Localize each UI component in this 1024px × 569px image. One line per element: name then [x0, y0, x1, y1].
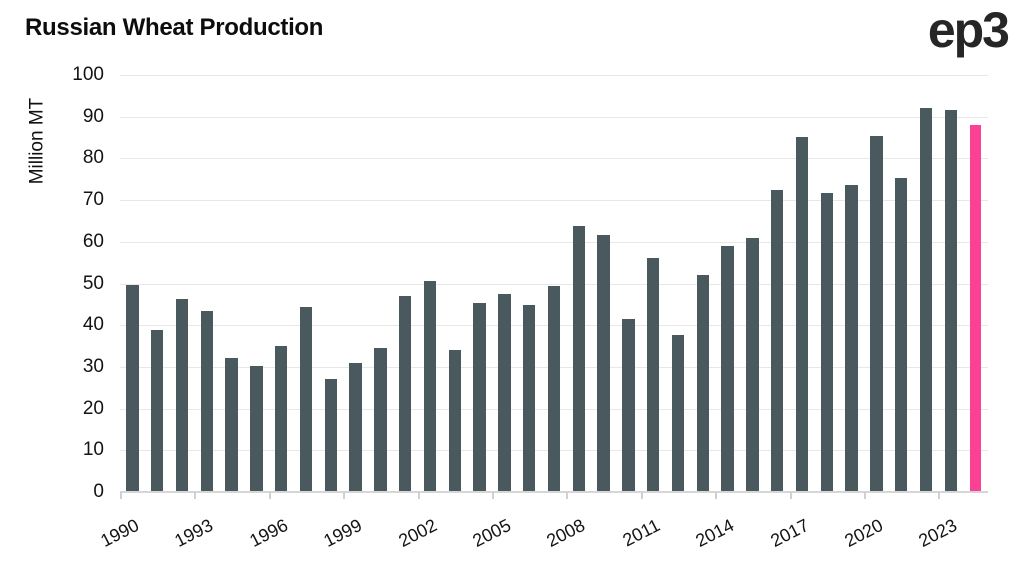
bar-2022: [919, 108, 933, 492]
bar-2020: [870, 135, 883, 492]
y-tick-label-60: 60: [82, 230, 104, 252]
bar-1996: [274, 346, 288, 492]
x-tick-1993: [194, 492, 197, 499]
gridline-70: [120, 200, 988, 202]
bar-1991: [150, 329, 164, 492]
x-tick-1999: [343, 492, 346, 499]
x-tick-label-2011: 2011: [619, 515, 663, 551]
x-tick-label-1999: 1999: [320, 515, 366, 552]
bar-2021: [894, 178, 908, 492]
x-tick-2017: [789, 492, 792, 499]
bar-2008: [572, 225, 586, 492]
bar-2018: [820, 193, 834, 492]
y-tick-label-0: 0: [93, 481, 104, 502]
x-axis-line: [120, 491, 988, 493]
x-tick-label-2005: 2005: [469, 515, 515, 552]
x-tick-2011: [640, 492, 643, 499]
bar-2006: [522, 304, 536, 492]
bar-1990: [126, 285, 139, 492]
x-tick-label-1990: 1990: [97, 515, 143, 552]
y-tick-label-80: 80: [82, 147, 104, 169]
bar-2016: [770, 189, 784, 492]
bar-1998: [324, 379, 338, 492]
y-axis-title: Million MT: [22, 75, 52, 207]
bar-1992: [175, 299, 189, 492]
x-tick-1996: [268, 492, 271, 499]
bar-2014: [721, 245, 734, 492]
x-tick-label-2014: 2014: [692, 515, 738, 552]
x-tick-label-2017: 2017: [766, 515, 812, 552]
x-tick-1990: [120, 492, 122, 499]
bar-2003: [448, 349, 462, 492]
y-tick-label-20: 20: [82, 397, 104, 419]
x-tick-2008: [566, 492, 569, 499]
bar-2007: [547, 286, 561, 492]
bar-2001: [398, 296, 412, 492]
bar-2010: [622, 318, 635, 492]
bar-1993: [200, 310, 214, 492]
bar-2000: [374, 348, 387, 492]
y-tick-label-70: 70: [82, 189, 104, 211]
bar-1994: [225, 358, 238, 492]
gridline-50: [120, 283, 988, 285]
x-tick-2002: [417, 492, 420, 499]
y-tick-label-30: 30: [82, 355, 104, 377]
gridline-60: [120, 241, 988, 243]
y-tick-label-40: 40: [82, 314, 104, 336]
ep3-logo: ep3: [927, 2, 1010, 58]
bar-2012: [671, 334, 685, 492]
plot-area: [120, 75, 988, 493]
bar-1995: [250, 366, 263, 492]
bar-2019: [845, 185, 858, 492]
bar-2023: [944, 110, 958, 492]
bar-1999: [349, 362, 362, 492]
x-tick-label-1996: 1996: [246, 515, 291, 552]
y-tick-label-100: 100: [72, 64, 104, 85]
x-tick-2005: [492, 492, 494, 499]
x-tick-2014: [715, 492, 718, 499]
bar-2024-highlighted: [970, 125, 982, 492]
bar-2004: [473, 302, 486, 492]
x-tick-label-2023: 2023: [915, 515, 961, 552]
bar-2013: [696, 274, 710, 492]
chart-title: Russian Wheat Production: [25, 14, 324, 41]
bar-2002: [423, 281, 437, 492]
x-tick-label-1993: 1993: [171, 515, 217, 552]
x-tick-label-2008: 2008: [543, 515, 589, 552]
gridline-100: [120, 75, 988, 76]
y-tick-label-10: 10: [82, 439, 104, 461]
bar-2017: [795, 136, 809, 492]
bar-2009: [597, 234, 610, 492]
y-tick-label-90: 90: [82, 105, 104, 127]
x-tick-label-2002: 2002: [394, 515, 440, 552]
gridline-90: [120, 116, 988, 118]
bar-2015: [746, 237, 759, 492]
gridline-80: [120, 158, 988, 160]
y-tick-label-50: 50: [82, 272, 104, 294]
x-tick-2020: [864, 492, 866, 499]
bar-2011: [646, 257, 660, 492]
x-tick-2023: [938, 492, 941, 499]
bar-2005: [498, 293, 511, 492]
x-tick-label-2020: 2020: [841, 515, 887, 552]
bar-1997: [299, 307, 313, 492]
